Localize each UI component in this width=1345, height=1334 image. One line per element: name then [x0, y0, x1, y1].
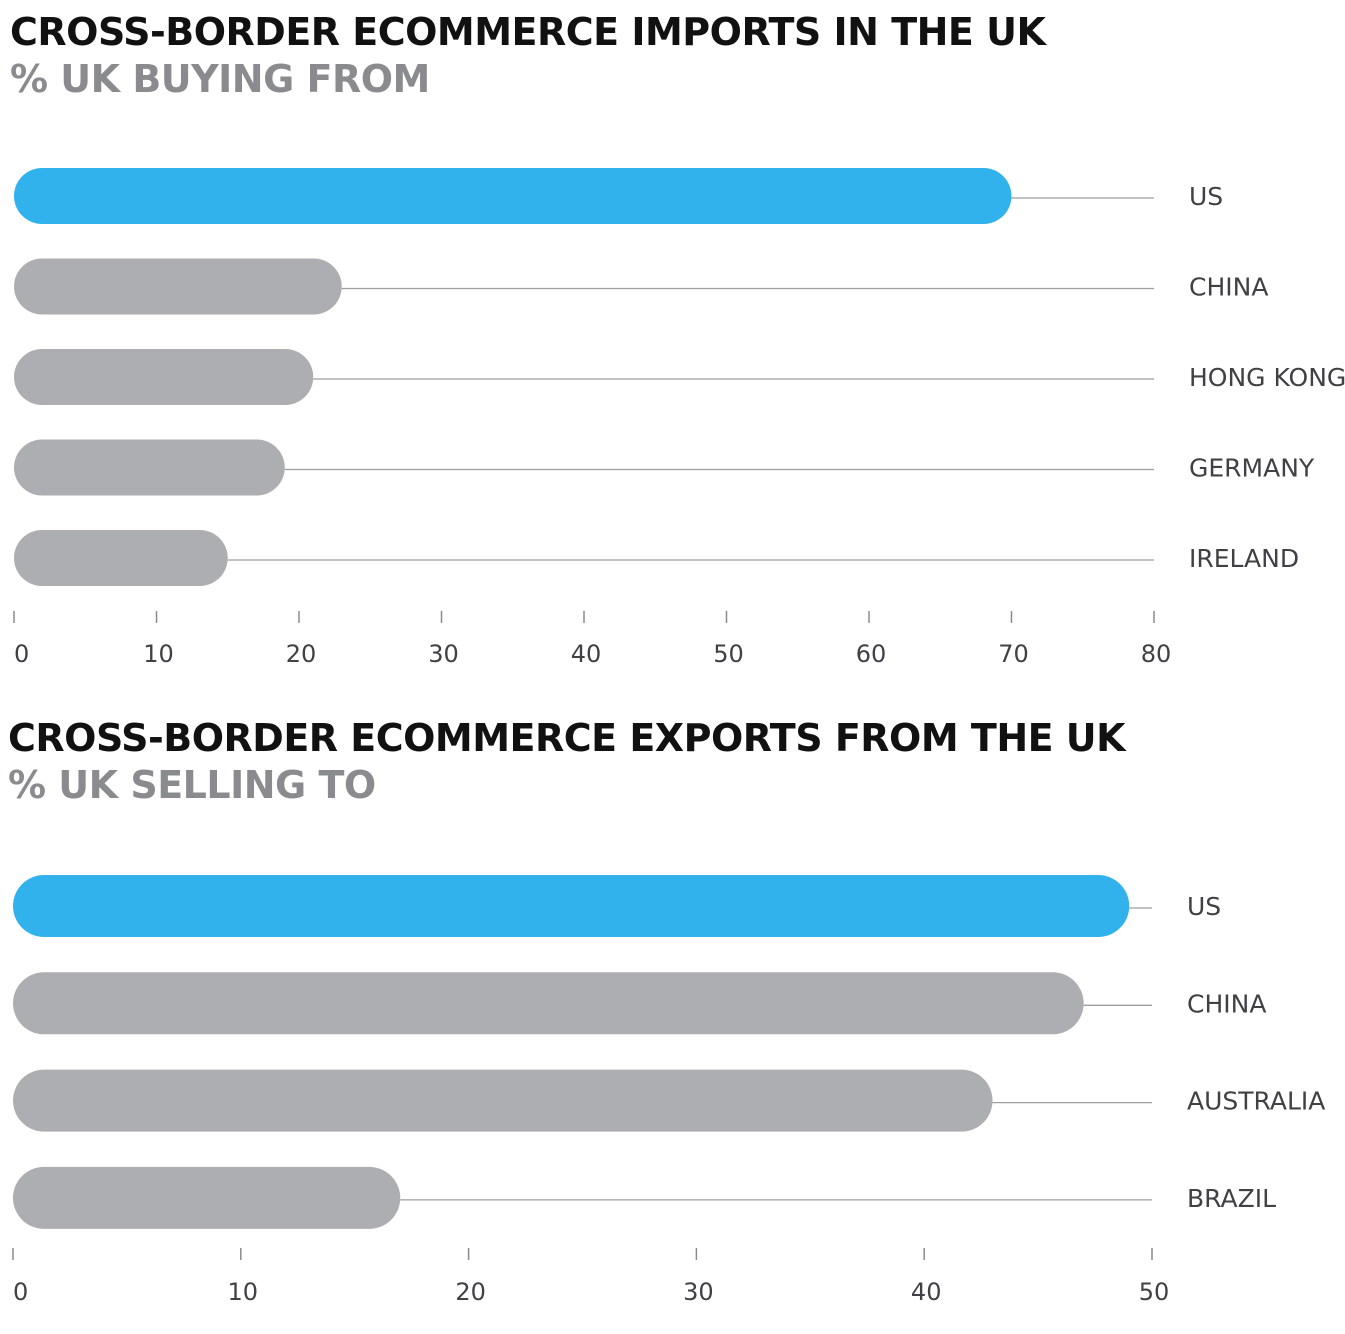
bar-ireland — [14, 530, 228, 586]
bar-us — [13, 875, 1130, 937]
category-label-germany: GERMANY — [1189, 454, 1315, 483]
bar-australia — [13, 1069, 993, 1132]
x-tick-label-10: 10 — [143, 640, 174, 668]
bar-brazil — [13, 1166, 401, 1229]
x-tick-label-20: 20 — [455, 1278, 486, 1306]
x-tick-label-70: 70 — [998, 640, 1029, 668]
category-label-us: US — [1187, 892, 1221, 921]
category-label-australia: AUSTRALIA — [1187, 1087, 1325, 1116]
imports-bar-chart: US CHINA HONG KONG GERMANY IRELAND 0 10 20 30 40 5… — [13, 168, 1345, 668]
bar-germany — [14, 439, 285, 496]
x-tick-label-60: 60 — [856, 640, 887, 668]
x-tick-label-30: 30 — [428, 640, 459, 668]
x-tick-label-40: 40 — [571, 640, 602, 668]
category-label-hong-kong: HONG KONG — [1189, 363, 1345, 392]
x-tick-label-0: 0 — [13, 1278, 28, 1306]
category-label-us: US — [1189, 182, 1223, 211]
x-tick-label-10: 10 — [228, 1278, 259, 1306]
x-tick-label-40: 40 — [911, 1278, 942, 1306]
category-label-china: CHINA — [1187, 989, 1266, 1018]
category-label-china: CHINA — [1189, 273, 1268, 302]
x-tick-label-50: 50 — [1139, 1278, 1170, 1306]
bar-china — [14, 258, 342, 315]
bar-hong-kong — [14, 349, 314, 405]
chart-title-exports: CROSS-BORDER ECOMMERCE EXPORTS FROM THE … — [8, 716, 1126, 760]
chart-title-imports: CROSS-BORDER ECOMMERCE IMPORTS IN THE UK — [10, 10, 1046, 54]
bar-china — [13, 972, 1084, 1035]
category-label-brazil: BRAZIL — [1187, 1184, 1276, 1213]
bar-us — [14, 168, 1012, 224]
chart-subtitle-imports: % UK BUYING FROM — [10, 57, 430, 101]
x-tick-label-30: 30 — [683, 1278, 714, 1306]
x-tick-label-80: 80 — [1141, 640, 1172, 668]
chart-subtitle-exports: % UK SELLING TO — [8, 763, 376, 807]
x-tick-label-20: 20 — [286, 640, 317, 668]
category-label-ireland: IRELAND — [1189, 544, 1299, 573]
x-tick-label-0: 0 — [14, 640, 29, 668]
x-tick-label-50: 50 — [713, 640, 744, 668]
